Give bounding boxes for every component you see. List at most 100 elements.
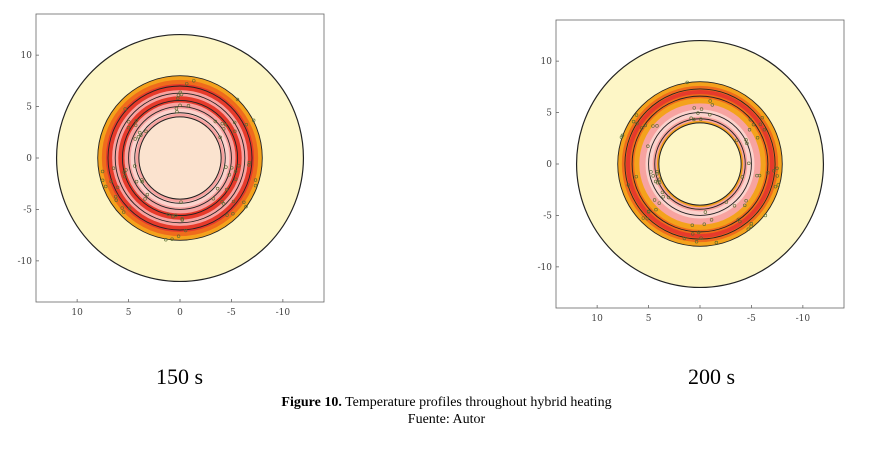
- contour-line: [97, 75, 263, 241]
- contour-marker: [134, 179, 139, 184]
- contour-marker: [225, 213, 229, 217]
- contour-marker: [654, 207, 658, 212]
- contour-marker: [140, 180, 144, 184]
- contour-marker: [776, 183, 780, 187]
- contour-marker: [772, 169, 776, 173]
- contour-marker: [227, 173, 232, 177]
- contour-marker: [724, 200, 729, 204]
- contour-marker: [635, 121, 639, 126]
- contour-marker: [690, 223, 694, 227]
- figure-source: Fuente: Autor: [407, 412, 486, 427]
- contour-marker: [171, 214, 175, 219]
- contour-marker: [691, 232, 695, 236]
- contour-marker: [164, 238, 168, 242]
- contour-marker: [143, 197, 147, 201]
- contour-marker: [170, 237, 174, 241]
- contour-marker: [224, 187, 229, 192]
- contour-marker: [634, 113, 639, 117]
- y-tick-label: -10: [18, 257, 33, 267]
- contour-marker: [692, 117, 696, 122]
- contour-marker: [660, 190, 665, 195]
- contour-marker: [657, 201, 661, 205]
- contour-marker: [213, 119, 218, 124]
- contour-marker: [645, 216, 649, 221]
- contour-marker: [121, 210, 126, 214]
- contour-marker: [699, 236, 703, 240]
- contour-marker: [626, 183, 631, 187]
- contour-marker: [631, 119, 636, 124]
- contour-marker: [655, 172, 659, 176]
- x-tick-label: 0: [177, 308, 183, 318]
- contour-marker: [231, 212, 235, 216]
- contour-marker: [133, 137, 137, 141]
- contour-marker: [744, 138, 748, 142]
- contour-marker: [775, 166, 779, 171]
- contour-marker: [100, 178, 105, 183]
- contour-marker: [692, 106, 696, 110]
- contour-marker: [231, 199, 236, 204]
- temperature-plot-200s: 10 5 0 -5 -10 10 5 0 -5 -10: [538, 19, 845, 324]
- contour-marker: [757, 173, 762, 178]
- contour-marker: [655, 170, 660, 174]
- x-tick-label: 5: [126, 308, 132, 318]
- contour-marker: [651, 174, 655, 178]
- contour-marker: [746, 227, 751, 231]
- panel-label-200s: 200 s: [688, 364, 736, 389]
- contour-marker: [661, 195, 665, 199]
- contour-marker: [685, 80, 689, 85]
- contour-line: [648, 112, 752, 216]
- contour-marker: [183, 228, 188, 233]
- contour-marker: [699, 107, 704, 111]
- figure-caption-text: Temperature profiles throughout hybrid h…: [341, 395, 612, 410]
- contour-marker: [100, 169, 105, 174]
- contour-marker: [251, 118, 256, 123]
- contour-marker: [136, 135, 141, 139]
- contour-marker: [127, 206, 132, 211]
- x-tick-label: -5: [227, 308, 236, 318]
- contour-marker: [224, 165, 228, 169]
- figure-caption-number: Figure 10.: [281, 395, 342, 410]
- contour-marker: [123, 107, 127, 111]
- contour-marker: [708, 99, 712, 103]
- contour-marker: [215, 186, 220, 191]
- contour-marker: [234, 177, 238, 181]
- contour-marker: [235, 97, 240, 102]
- x-tick-label: 10: [591, 314, 603, 324]
- contour-marker: [253, 178, 258, 182]
- contour-marker: [709, 218, 714, 222]
- contour-marker: [655, 124, 659, 128]
- contour-line: [107, 85, 253, 231]
- contour-marker: [178, 103, 182, 108]
- temperature-plot-150s: 10 5 0 -5 -10 10 5 0 -5 -10: [18, 13, 325, 318]
- y-tick-label: 0: [26, 154, 32, 164]
- contour-marker: [646, 144, 650, 148]
- contour-marker: [694, 240, 699, 244]
- contour-marker: [144, 129, 148, 134]
- contour-marker: [666, 195, 671, 200]
- contour-marker: [211, 197, 216, 201]
- contour-marker: [233, 129, 237, 134]
- y-tick-label: 10: [541, 57, 553, 67]
- contour-line: [114, 92, 246, 224]
- contour-marker: [166, 212, 170, 217]
- contour-marker: [220, 121, 224, 126]
- contour-marker: [620, 133, 625, 138]
- contour-marker: [696, 111, 700, 115]
- contour-marker: [747, 161, 751, 166]
- contour-marker: [247, 163, 251, 167]
- panel-label-150s: 150 s: [156, 364, 204, 389]
- contour-marker: [773, 184, 778, 189]
- contour-marker: [244, 204, 248, 209]
- contour-marker: [222, 127, 226, 131]
- contour-marker: [124, 168, 128, 172]
- contour-marker: [657, 181, 662, 185]
- contour-marker: [749, 222, 754, 226]
- contour-marker: [179, 92, 184, 97]
- contour-marker: [634, 174, 639, 179]
- y-tick-label: -5: [23, 205, 32, 215]
- contour-marker: [223, 123, 228, 127]
- contour-marker: [116, 185, 120, 190]
- contour-marker: [237, 164, 241, 168]
- contour-marker: [736, 217, 741, 222]
- contour-marker: [755, 136, 760, 140]
